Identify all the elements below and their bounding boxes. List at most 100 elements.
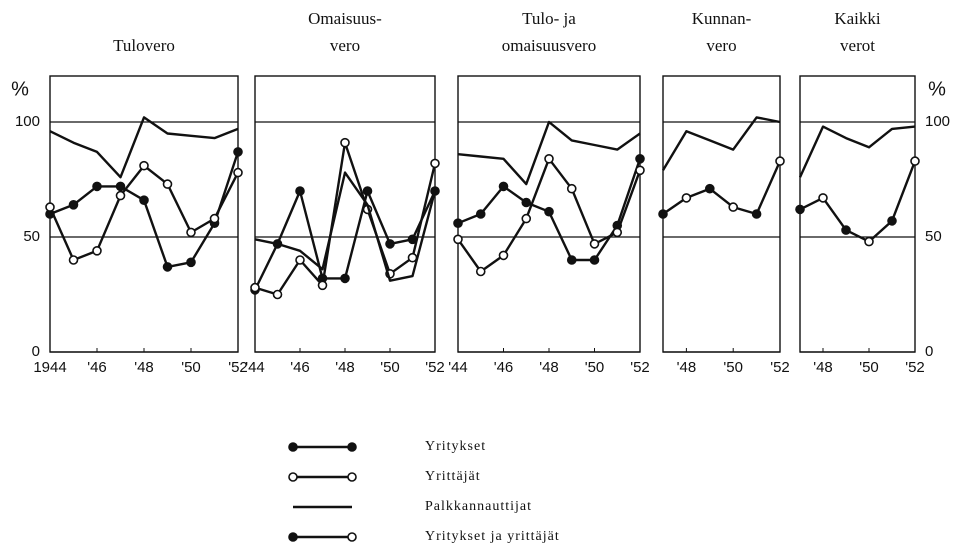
- marker: [68, 200, 79, 210]
- marker: [233, 167, 243, 178]
- marker: [430, 158, 440, 169]
- x-tick-label: '50: [859, 359, 879, 376]
- marker: [139, 160, 149, 171]
- marker: [589, 239, 600, 249]
- marker: [475, 209, 486, 219]
- x-tick-label: '52: [228, 359, 248, 376]
- x-tick-label: '46: [87, 359, 107, 376]
- marker: [115, 181, 126, 192]
- x-tick-label: '44: [448, 359, 468, 376]
- x-tick-label: '48: [813, 359, 833, 376]
- panel-title: verot: [840, 36, 875, 55]
- marker: [475, 266, 486, 277]
- x-tick-label: '48: [134, 359, 154, 376]
- x-tick-label: '52: [905, 359, 925, 376]
- x-tick-label: '50: [723, 359, 743, 376]
- marker: [453, 234, 463, 245]
- x-tick-label: '48: [677, 359, 697, 376]
- marker: [544, 206, 554, 217]
- marker: [362, 186, 373, 196]
- marker: [139, 195, 149, 205]
- marker: [209, 213, 220, 224]
- panel-title: Tulovero: [113, 36, 175, 55]
- marker: [92, 181, 102, 192]
- y-tick-label: 0: [925, 343, 933, 360]
- marker: [704, 183, 715, 194]
- series-line: [798, 125, 916, 178]
- marker: [186, 227, 196, 238]
- panel-title: Kunnan-: [692, 9, 752, 28]
- marker: [498, 250, 509, 261]
- marker: [818, 193, 828, 203]
- marker: [566, 255, 577, 265]
- panel-title: Tulo- ja: [522, 9, 576, 28]
- x-tick-label: '50: [380, 359, 400, 376]
- marker: [635, 154, 645, 164]
- y-tick-label: 50: [925, 228, 942, 245]
- marker: [910, 156, 920, 166]
- series-line: [799, 160, 917, 243]
- marker: [681, 193, 692, 203]
- marker: [162, 179, 173, 189]
- y-tick-label: 100: [15, 113, 40, 130]
- plot-frame: [254, 75, 436, 353]
- x-tick-label: '48: [539, 359, 559, 376]
- marker: [347, 532, 357, 542]
- panel-title: Omaisuus-: [308, 9, 382, 28]
- marker: [566, 183, 577, 194]
- marker: [92, 246, 102, 256]
- series-line: [254, 171, 437, 282]
- marker: [751, 209, 762, 219]
- y-tick-label: 0: [32, 343, 40, 360]
- legend-label: Yrittäjät: [425, 469, 481, 484]
- marker: [233, 147, 243, 157]
- marker: [589, 255, 600, 265]
- marker: [407, 252, 418, 263]
- marker: [635, 165, 645, 176]
- marker: [521, 197, 532, 208]
- marker: [498, 181, 509, 192]
- marker: [115, 190, 126, 201]
- x-tick-label: '52: [425, 359, 445, 376]
- x-tick-label: '44: [245, 359, 265, 376]
- marker: [186, 257, 196, 268]
- y-axis-label: %: [928, 78, 946, 100]
- y-tick-label: 50: [23, 228, 40, 245]
- x-tick-label: '46: [290, 359, 310, 376]
- marker: [347, 442, 357, 452]
- marker: [728, 202, 739, 212]
- marker: [295, 255, 305, 265]
- plot-frame: [799, 75, 916, 353]
- x-tick-label: '50: [181, 359, 201, 376]
- x-tick-label: '46: [494, 359, 514, 376]
- marker: [272, 289, 283, 300]
- marker: [250, 282, 260, 293]
- y-axis-label: %: [11, 78, 29, 100]
- panel-title: omaisuusvero: [502, 36, 596, 55]
- marker: [347, 472, 357, 482]
- marker: [612, 227, 623, 238]
- panel-title: vero: [330, 36, 360, 55]
- series-line: [457, 120, 641, 186]
- marker: [521, 213, 532, 224]
- marker: [68, 255, 79, 265]
- marker: [295, 186, 305, 196]
- series-line: [662, 160, 782, 216]
- x-tick-label: '52: [630, 359, 650, 376]
- marker: [841, 225, 851, 235]
- legend-label: Palkkannauttijat: [425, 499, 532, 514]
- legend-label: Yritykset: [425, 439, 486, 454]
- marker: [317, 280, 328, 291]
- marker: [340, 137, 350, 148]
- series-line: [661, 116, 781, 171]
- marker: [288, 442, 298, 452]
- series-line: [48, 164, 240, 262]
- marker: [288, 532, 298, 542]
- marker: [340, 273, 350, 284]
- marker: [162, 262, 173, 272]
- marker: [45, 202, 55, 212]
- marker: [795, 204, 805, 215]
- legend-label: Yritykset ja yrittäjät: [425, 529, 560, 544]
- marker: [385, 239, 395, 249]
- x-tick-label: '50: [585, 359, 605, 376]
